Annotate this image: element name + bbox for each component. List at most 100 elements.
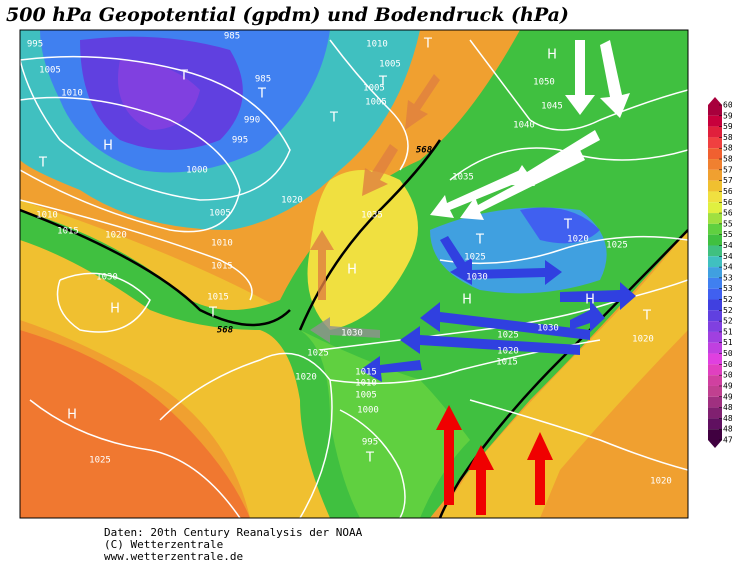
color-swatch: [708, 159, 722, 170]
isobar-label: 1000: [186, 166, 208, 176]
pressure-center: H: [347, 263, 357, 278]
colorbar-tick-label: 588: [723, 133, 732, 142]
colorbar-tick-label: 476: [723, 436, 732, 445]
colorbar: 600596 592 588 584 580576 572 568 564 560556 552 5…: [708, 97, 732, 448]
colorbar-tick-label: 488: [723, 403, 732, 412]
color-swatch: [708, 126, 722, 138]
isobar-label: 1025: [464, 253, 486, 263]
isobar-label: 1030: [341, 329, 363, 339]
color-swatch: [708, 169, 722, 181]
pressure-center: T: [365, 451, 374, 466]
isobar-label: 1035: [361, 211, 383, 221]
isobar-label: 1005: [355, 391, 377, 401]
color-swatch: [708, 321, 722, 332]
isobar-label: 1020: [281, 196, 303, 206]
colorbar-tick-label: 516: [723, 327, 732, 336]
pressure-center: T: [257, 87, 266, 102]
isobar-label: 1020: [105, 231, 127, 241]
isobar-label: 1015: [211, 262, 233, 272]
pressure-center: T: [423, 37, 432, 52]
isobar-label: 1050: [533, 78, 555, 88]
color-swatch: [708, 353, 722, 365]
isobar-label: 1035: [452, 173, 474, 183]
pressure-center: H: [585, 293, 595, 308]
colorbar-tick-label: 572: [723, 176, 732, 185]
isobar-label: 1005: [209, 209, 231, 219]
isobar-label: 1015: [57, 227, 79, 237]
footer-line: Daten: 20th Century Reanalysis der NOAA: [104, 526, 363, 539]
footer: Daten: 20th Century Reanalysis der NOAA(…: [104, 526, 363, 563]
color-swatch: [708, 213, 722, 224]
isobar-label: 985: [255, 75, 271, 85]
color-swatch: [708, 364, 722, 376]
color-swatch: [708, 267, 722, 278]
colorbar-tick-label: 528: [723, 295, 732, 304]
isobar-label: 1030: [537, 324, 559, 334]
color-swatch: [708, 105, 722, 116]
colorbar-tick-label: 512: [723, 338, 732, 347]
colorbar-tick-label: 480: [723, 425, 732, 434]
color-swatch: [708, 223, 722, 235]
isobar-label: 1020: [497, 347, 519, 357]
isobar-label: 1010: [211, 239, 233, 249]
pressure-center: H: [67, 408, 77, 423]
pressure-center: T: [378, 75, 387, 90]
map-title: 500 hPa Geopotential (gpdm) und Bodendru…: [6, 4, 569, 26]
color-swatch: [708, 429, 722, 440]
isobar-label: 1005: [363, 84, 385, 94]
isobar-label: 1005: [365, 98, 387, 108]
isobar-label: 995: [362, 438, 378, 448]
isobar-label: 995: [27, 40, 43, 50]
contour-label: 568: [217, 326, 233, 336]
isobar-label: 1025: [89, 456, 111, 466]
color-swatch: [708, 385, 722, 397]
pressure-center: T: [38, 156, 47, 171]
pressure-center: H: [103, 139, 113, 154]
isobar-label: 990: [244, 116, 260, 126]
color-swatch: [708, 191, 722, 203]
isobar-label: 1010: [61, 89, 83, 99]
colorbar-tick-label: 564: [723, 198, 732, 207]
pressure-center: T: [208, 306, 217, 321]
map-field: [20, 30, 688, 518]
colorbar-tick-label: 576: [723, 165, 732, 174]
isobar-label: 1020: [567, 235, 589, 245]
color-swatch: [708, 342, 722, 354]
colorbar-cap: [708, 97, 722, 105]
pressure-center: T: [179, 69, 188, 84]
colorbar-tick-label: 496: [723, 381, 732, 390]
colorbar-tick-label: 544: [723, 252, 732, 261]
isobar-label: 1015: [207, 293, 229, 303]
colorbar-tick-label: 552: [723, 230, 732, 239]
footer-line: www.wetterzentrale.de: [104, 550, 243, 563]
isobar-label: 985: [224, 32, 240, 42]
map-frame: [19, 29, 689, 519]
colorbar-tick-label: 536: [723, 273, 732, 282]
colorbar-tick-label: 492: [723, 392, 732, 401]
color-swatch: [708, 407, 722, 419]
color-swatch: [708, 396, 722, 408]
pressure-center: H: [462, 293, 472, 308]
color-swatch: [708, 375, 722, 386]
pressure-center: T: [329, 111, 338, 126]
colorbar-tick-label: 592: [723, 122, 732, 131]
isobar-label: 1020: [650, 477, 672, 487]
isobar-label: 1025: [606, 241, 628, 251]
color-swatch: [708, 299, 722, 311]
colorbar-cap: [708, 440, 722, 448]
colorbar-tick-label: 524: [723, 306, 732, 315]
color-swatch: [708, 115, 722, 127]
isobar-label: 1030: [96, 273, 118, 283]
colorbar-tick-label: 540: [723, 263, 732, 272]
color-swatch: [708, 277, 722, 289]
color-swatch: [708, 234, 722, 246]
isobar-label: 1010: [355, 379, 377, 389]
flow-arrows: [310, 40, 636, 515]
colorbar-tick-label: 508: [723, 349, 732, 358]
isobar-label: 1010: [366, 40, 388, 50]
isobar-label: 1020: [632, 335, 654, 345]
isobar-label: 1000: [357, 406, 379, 416]
isobar-label: 1005: [379, 60, 401, 70]
colorbar-tick-label: 580: [723, 155, 732, 164]
